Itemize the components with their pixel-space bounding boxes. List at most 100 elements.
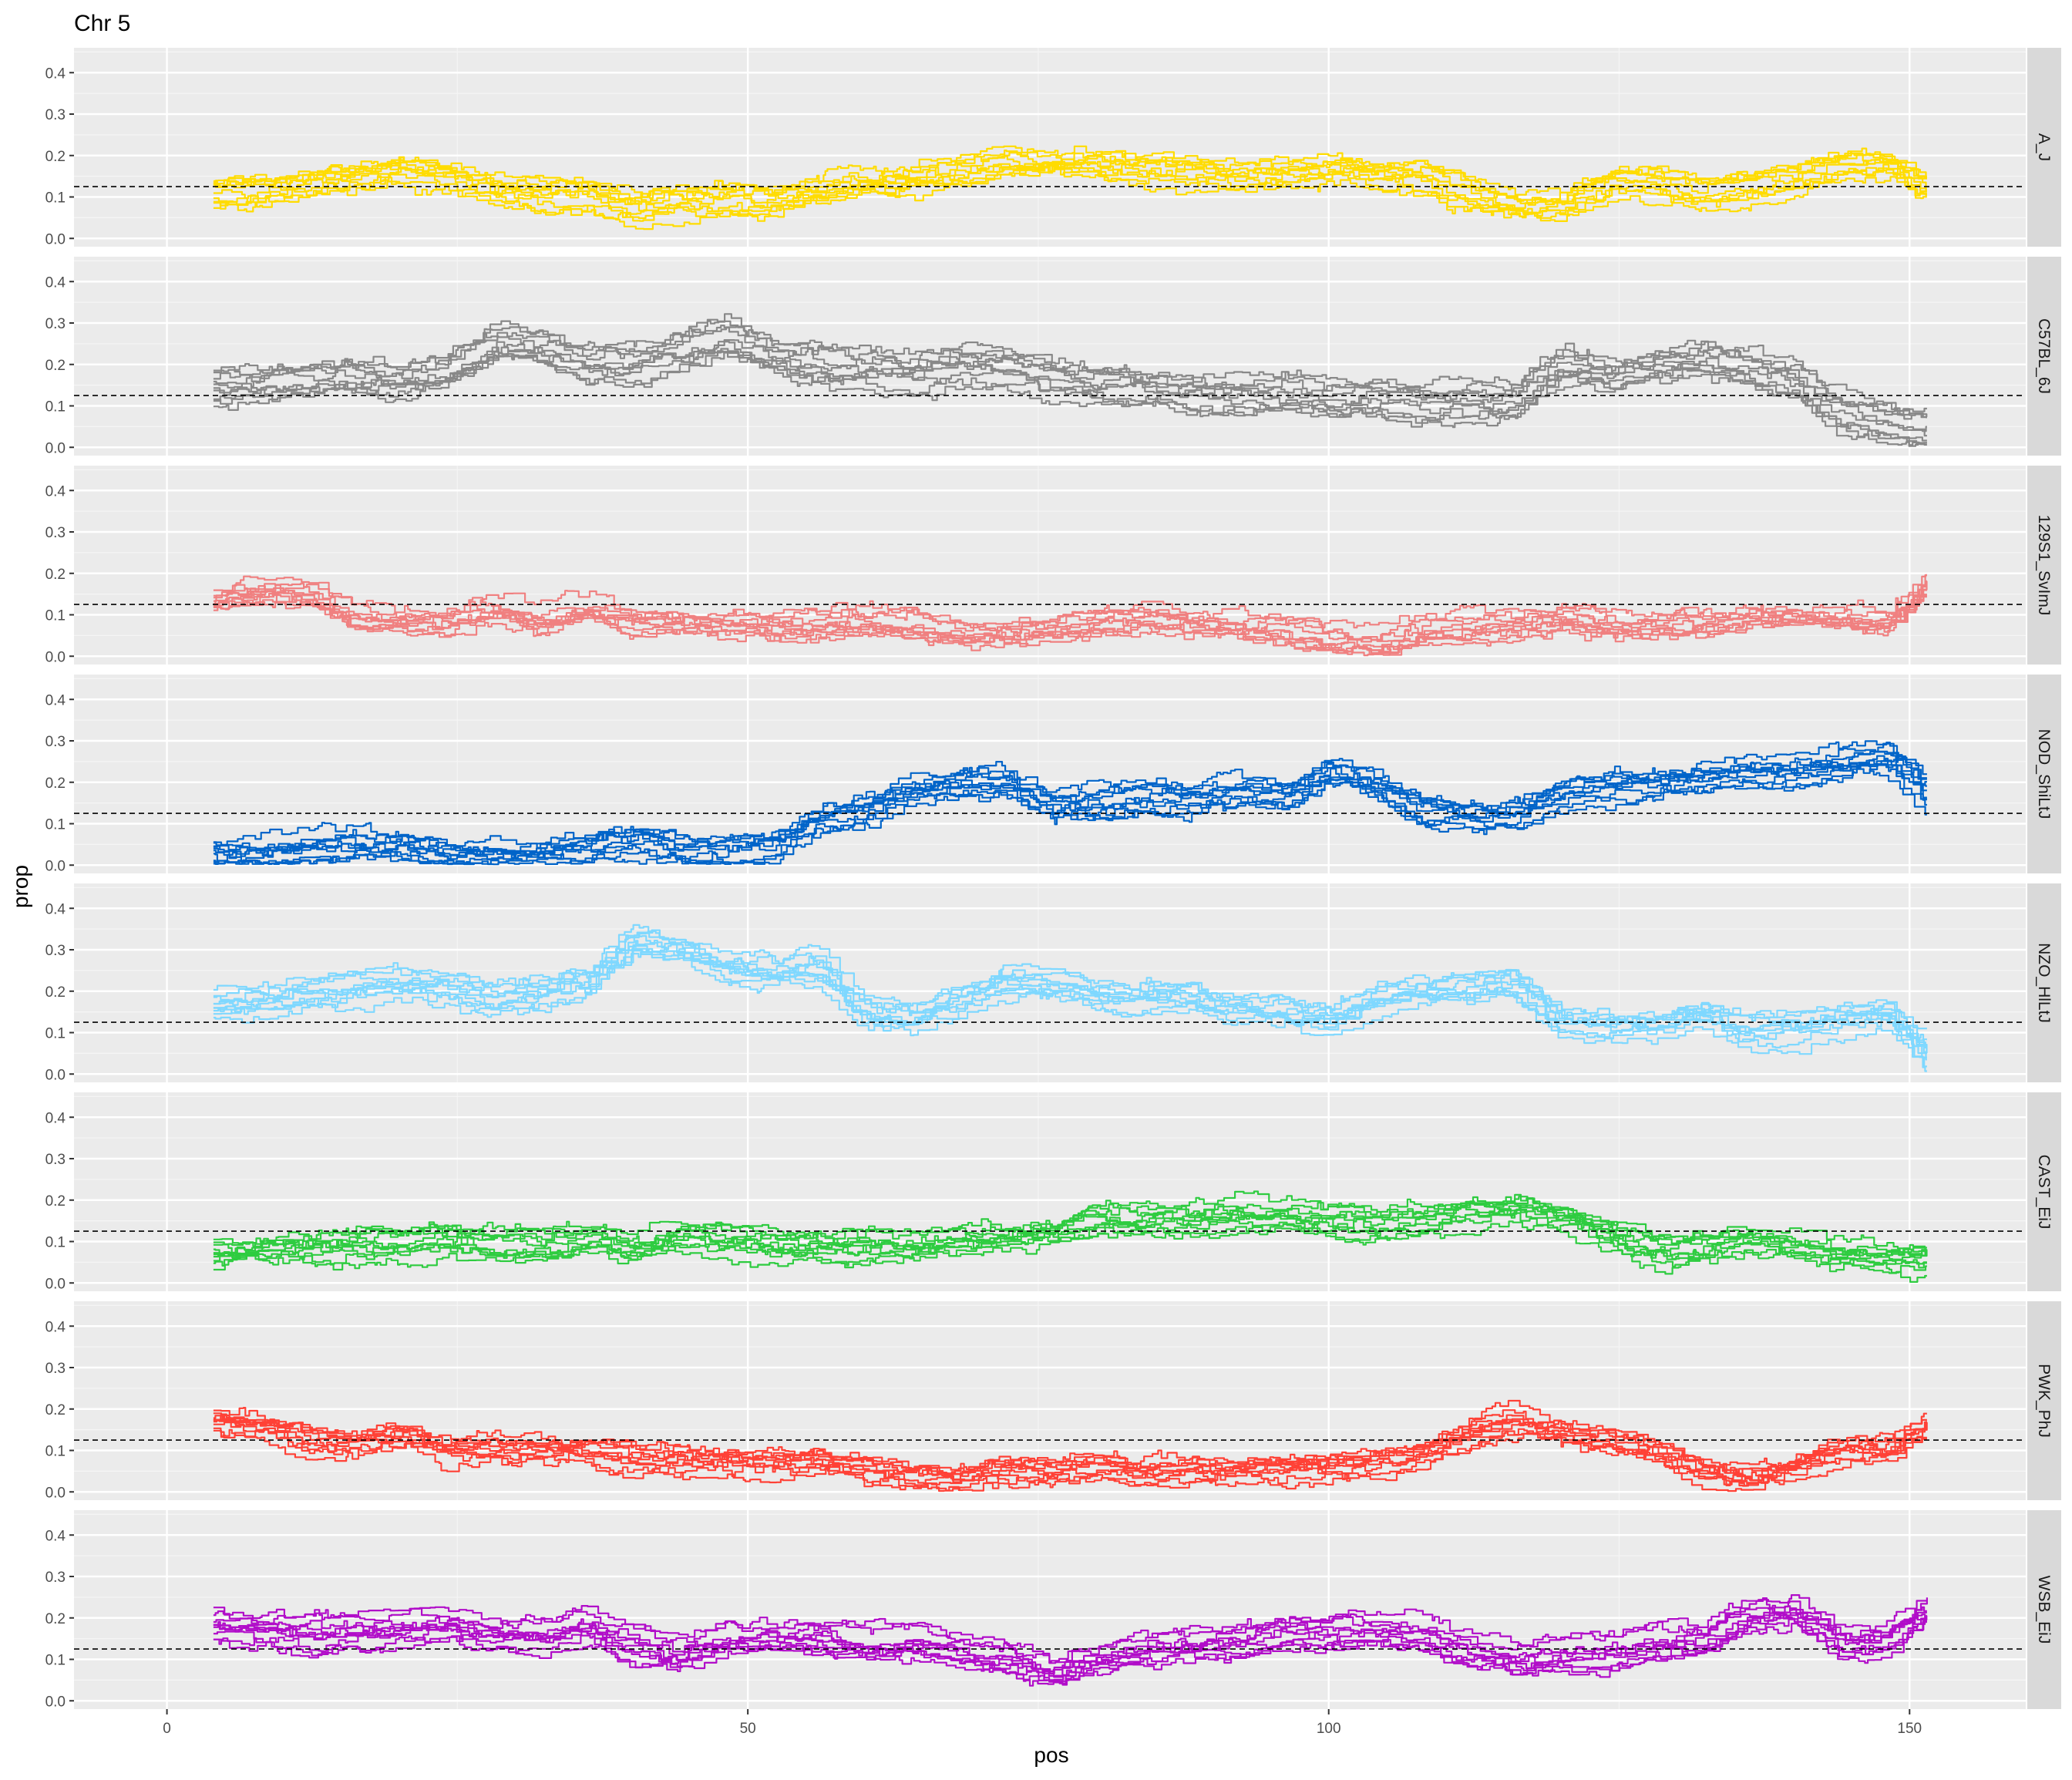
panel-background bbox=[74, 675, 2026, 873]
series-line-NOD_ShiLtJ bbox=[213, 755, 1927, 863]
y-tick-label: 0.0 bbox=[45, 231, 66, 247]
y-tick-label: 0.4 bbox=[45, 692, 66, 708]
y-tick-label: 0.1 bbox=[45, 1444, 66, 1460]
x-tick-label: 0 bbox=[163, 1721, 171, 1737]
series-line-129S1_SvImJ bbox=[213, 574, 1927, 643]
y-tick-label: 0.0 bbox=[45, 649, 66, 665]
y-tick-label: 0.3 bbox=[45, 734, 66, 750]
y-tick-label: 0.1 bbox=[45, 190, 66, 207]
series-line-NZO_HlLtJ bbox=[213, 944, 1927, 1047]
y-tick-label: 0.3 bbox=[45, 1570, 66, 1586]
series-group bbox=[213, 924, 1928, 1072]
y-tick-label: 0.3 bbox=[45, 943, 66, 959]
panel-CAST_EiJ: 0.0 0.1 0.2 0.3 0.4 CAST_EiJ bbox=[45, 1092, 2061, 1292]
series-line-CAST_EiJ bbox=[213, 1220, 1927, 1283]
facet-strip bbox=[2027, 257, 2061, 456]
y-tick-label: 0.1 bbox=[45, 608, 66, 624]
x-tick-label: 50 bbox=[740, 1721, 756, 1737]
y-tick-label: 0.1 bbox=[45, 399, 66, 416]
series-group bbox=[213, 1190, 1928, 1283]
series-line-PWK_PhJ bbox=[213, 1414, 1927, 1474]
series-line-129S1_SvImJ bbox=[213, 594, 1927, 656]
x-tick-label: 150 bbox=[1897, 1721, 1922, 1737]
x-axis: 0 50 100 150 bbox=[163, 1709, 1922, 1737]
y-tick-label: 0.0 bbox=[45, 440, 66, 456]
series-line-C57BL_6J bbox=[213, 352, 1927, 446]
y-tick-label: 0.4 bbox=[45, 274, 66, 291]
y-tick-label: 0.2 bbox=[45, 1611, 66, 1627]
panel-WSB_EiJ: 0.0 0.1 0.2 0.3 0.4 WSB_EiJ bbox=[45, 1510, 2061, 1710]
y-tick-label: 0.2 bbox=[45, 1193, 66, 1210]
x-axis-title: pos bbox=[1034, 1743, 1068, 1767]
y-tick-label: 0.4 bbox=[45, 483, 66, 500]
y-tick-label: 0.0 bbox=[45, 1485, 66, 1501]
panel-NOD_ShiLtJ: 0.0 0.1 0.2 0.3 0.4 NOD_ShiLtJ bbox=[45, 675, 2061, 874]
y-tick-label: 0.0 bbox=[45, 1276, 66, 1292]
series-line-C57BL_6J bbox=[213, 341, 1927, 432]
panel-C57BL_6J: 0.0 0.1 0.2 0.3 0.4 C57BL_6J bbox=[45, 257, 2061, 456]
y-tick-label: 0.1 bbox=[45, 1026, 66, 1042]
series-line-PWK_PhJ bbox=[213, 1414, 1927, 1484]
series-line-C57BL_6J bbox=[213, 320, 1927, 418]
series-line-PWK_PhJ bbox=[213, 1419, 1927, 1487]
y-tick-label: 0.0 bbox=[45, 1694, 66, 1710]
series-line-PWK_PhJ bbox=[213, 1409, 1927, 1479]
panel-A_J: 0.0 0.1 0.2 0.3 0.4 A_J bbox=[45, 48, 2061, 247]
facet-strip bbox=[2027, 1510, 2061, 1709]
series-line-PWK_PhJ bbox=[213, 1422, 1927, 1486]
series-line-C57BL_6J bbox=[213, 339, 1927, 437]
y-tick-label: 0.2 bbox=[45, 1402, 66, 1418]
series-line-129S1_SvImJ bbox=[213, 590, 1927, 654]
x-tick-label: 100 bbox=[1317, 1721, 1341, 1737]
panel-NZO_HlLtJ: 0.0 0.1 0.2 0.3 0.4 NZO_HlLtJ bbox=[45, 883, 2061, 1083]
facet-label-WSB_EiJ: WSB_EiJ bbox=[2035, 1576, 2053, 1644]
y-tick-label: 0.3 bbox=[45, 1361, 66, 1377]
series-line-CAST_EiJ bbox=[213, 1206, 1927, 1269]
series-line-A_J bbox=[213, 167, 1927, 222]
y-axis-title: prop bbox=[8, 865, 32, 908]
series-line-WSB_EiJ bbox=[213, 1597, 1928, 1664]
series-line-NOD_ShiLtJ bbox=[213, 741, 1927, 851]
series-line-NZO_HlLtJ bbox=[213, 948, 1927, 1068]
series-line-C57BL_6J bbox=[213, 313, 1927, 412]
y-tick-label: 0.1 bbox=[45, 1653, 66, 1669]
series-line-NOD_ShiLtJ bbox=[213, 757, 1927, 856]
series-line-A_J bbox=[213, 166, 1927, 230]
facet-label-NZO_HlLtJ: NZO_HlLtJ bbox=[2035, 943, 2053, 1023]
panel-background bbox=[74, 1092, 2026, 1291]
y-tick-label: 0.3 bbox=[45, 525, 66, 541]
y-tick-label: 0.3 bbox=[45, 1152, 66, 1168]
series-group bbox=[213, 145, 1927, 230]
y-tick-label: 0.1 bbox=[45, 1235, 66, 1251]
y-tick-label: 0.4 bbox=[45, 66, 66, 82]
series-group bbox=[213, 1594, 1928, 1687]
series-line-NOD_ShiLtJ bbox=[213, 759, 1928, 866]
y-tick-label: 0.1 bbox=[45, 817, 66, 833]
series-line-WSB_EiJ bbox=[213, 1617, 1927, 1675]
facet-label-C57BL_6J: C57BL_6J bbox=[2035, 318, 2053, 394]
y-tick-label: 0.3 bbox=[45, 107, 66, 123]
series-line-129S1_SvImJ bbox=[213, 586, 1927, 644]
series-line-NOD_ShiLtJ bbox=[213, 765, 1927, 866]
series-group bbox=[213, 1399, 1928, 1492]
facet-strip bbox=[2027, 48, 2061, 247]
facet-strip bbox=[2027, 1092, 2061, 1291]
series-line-A_J bbox=[213, 153, 1927, 212]
facet-strip bbox=[2027, 466, 2061, 665]
series-line-WSB_EiJ bbox=[213, 1620, 1927, 1687]
series-line-129S1_SvImJ bbox=[213, 574, 1927, 630]
y-tick-label: 0.4 bbox=[45, 1528, 66, 1544]
panel-PWK_PhJ: 0.0 0.1 0.2 0.3 0.4 PWK_PhJ bbox=[45, 1301, 2061, 1501]
panel-background bbox=[74, 48, 2026, 247]
series-line-A_J bbox=[213, 166, 1927, 222]
y-tick-label: 0.0 bbox=[45, 858, 66, 874]
facet-strip bbox=[2027, 1301, 2061, 1500]
panel-129S1_SvImJ: 0.0 0.1 0.2 0.3 0.4 129S1_SvImJ bbox=[45, 466, 2061, 665]
series-line-NOD_ShiLtJ bbox=[213, 751, 1927, 860]
series-line-C57BL_6J bbox=[213, 325, 1928, 420]
facet-strip bbox=[2027, 883, 2061, 1082]
y-tick-label: 0.2 bbox=[45, 984, 66, 1001]
facet-strip bbox=[2027, 675, 2061, 873]
panels-layer: 0.0 0.1 0.2 0.3 0.4 A_J 0.0 0.1 0.2 0.3 0.4 C57BL_6… bbox=[45, 48, 2061, 1710]
